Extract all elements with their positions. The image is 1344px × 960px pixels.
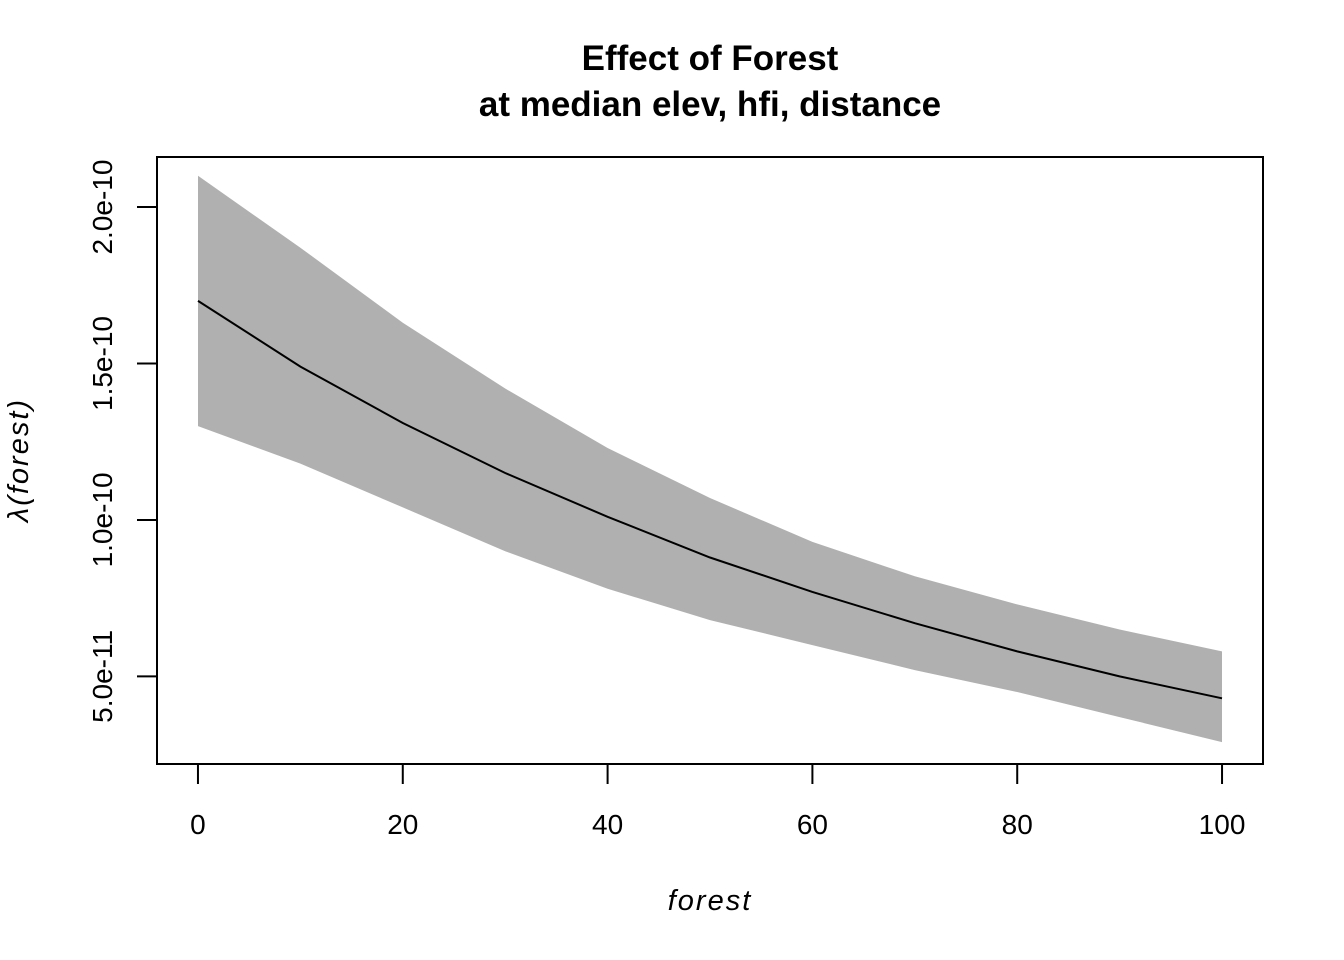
x-tick-label: 100 [1199, 809, 1246, 840]
confidence-band [198, 175, 1222, 743]
chart-title-line1: Effect of Forest [582, 39, 839, 78]
x-tick-label: 60 [797, 809, 828, 840]
x-axis-label: forest [668, 885, 753, 917]
fitted-line [197, 300, 1223, 700]
x-tick-label: 80 [1002, 809, 1033, 840]
y-tick-label: 5.0e-11 [87, 630, 118, 723]
x-tick-label: 40 [592, 809, 623, 840]
y-tick-label: 1.0e-10 [87, 472, 118, 567]
chart-title-line2: at median elev, hfi, distance [479, 85, 941, 124]
y-axis: 5.0e-11 1.0e-10 1.5e-10 2.0e-10 [87, 160, 158, 723]
y-tick-label: 2.0e-10 [87, 160, 118, 255]
y-tick-label: 1.5e-10 [87, 316, 118, 411]
x-axis: 0 20 40 60 80 100 [190, 763, 1246, 840]
x-tick-label: 0 [190, 809, 206, 840]
y-axis-label: λ(forest) [3, 398, 35, 524]
x-tick-label: 20 [387, 809, 418, 840]
